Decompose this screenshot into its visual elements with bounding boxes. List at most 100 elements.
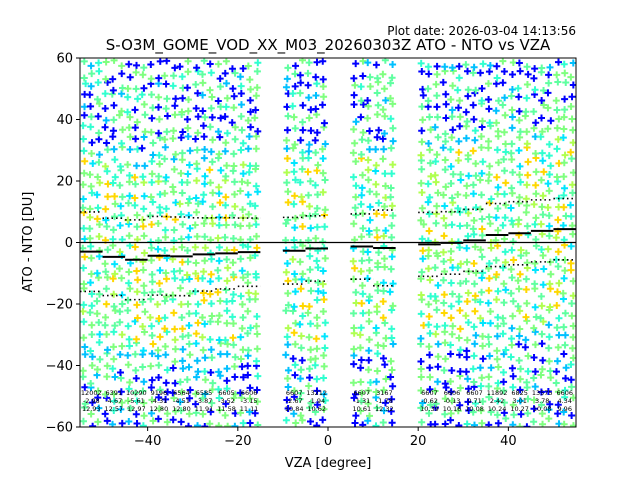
scatter-point <box>222 139 230 147</box>
scatter-point <box>134 95 142 103</box>
scatter-point <box>464 209 472 217</box>
scatter-point <box>140 205 148 213</box>
scatter-point <box>476 69 484 77</box>
scatter-point <box>484 333 492 341</box>
scatter-point <box>454 86 462 94</box>
scatter-point <box>193 373 201 381</box>
scatter-point <box>537 176 545 184</box>
scatter-point <box>192 81 200 89</box>
scatter-point <box>509 58 517 66</box>
scatter-point <box>545 71 553 79</box>
scatter-point <box>493 355 501 363</box>
scatter-point <box>321 319 329 327</box>
scatter-point <box>223 377 231 385</box>
scatter-point <box>552 234 560 242</box>
scatter-point <box>538 203 546 211</box>
scatter-point <box>553 106 561 114</box>
scatter-point <box>110 116 118 124</box>
scatter-point <box>472 269 480 277</box>
scatter-point <box>447 179 455 187</box>
scatter-point <box>417 386 425 394</box>
scatter-point <box>484 80 492 88</box>
scatter-point <box>228 313 236 321</box>
scatter-point <box>245 210 253 218</box>
scatter-point <box>441 420 449 427</box>
scatter-point <box>207 346 215 354</box>
scatter-point <box>381 58 389 64</box>
scatter-point <box>82 80 90 88</box>
scatter-point <box>184 68 192 76</box>
scatter-point <box>148 332 156 340</box>
scatter-point <box>311 361 319 369</box>
scatter-point <box>470 323 478 331</box>
scatter-point <box>283 396 291 404</box>
scatter-point <box>439 144 447 152</box>
scatter-point <box>139 298 147 306</box>
scatter-point <box>306 212 314 220</box>
scatter-point <box>307 127 315 135</box>
scatter-point <box>209 189 217 197</box>
scatter-point <box>140 412 148 420</box>
scatter-point <box>169 416 177 424</box>
scatter-point <box>237 82 245 90</box>
scatter-point <box>448 330 456 338</box>
y-tick-label: 20 <box>56 175 73 190</box>
scatter-point <box>253 244 261 252</box>
scatter-point <box>132 366 140 374</box>
scatter-point <box>80 301 88 309</box>
scatter-point <box>178 243 186 251</box>
scatter-point <box>148 409 156 417</box>
scatter-point <box>192 330 200 338</box>
scatter-point <box>96 220 104 228</box>
scatter-point <box>229 334 237 342</box>
scatter-point <box>223 385 231 393</box>
scatter-point <box>464 92 472 100</box>
scatter-point <box>509 312 517 320</box>
scatter-point <box>246 200 254 208</box>
bin-stat-label: 2.42 <box>490 397 504 405</box>
scatter-point <box>499 264 507 272</box>
scatter-point <box>207 148 215 156</box>
scatter-point <box>389 302 397 310</box>
scatter-point <box>487 408 495 416</box>
scatter-point <box>93 297 101 305</box>
scatter-point <box>109 226 117 234</box>
scatter-point <box>81 400 89 408</box>
scatter-point <box>431 293 439 301</box>
scatter-point <box>494 183 502 191</box>
scatter-point <box>311 355 319 363</box>
scatter-point <box>178 314 186 322</box>
scatter-point <box>155 279 163 287</box>
scatter-point <box>350 173 358 181</box>
scatter-point <box>523 181 531 189</box>
bin-stat-label: 11892 <box>487 389 508 397</box>
scatter-point <box>109 235 117 243</box>
scatter-point <box>350 352 358 360</box>
scatter-point <box>380 145 388 153</box>
scatter-point <box>532 242 540 250</box>
scatter-point <box>111 373 119 381</box>
scatter-point <box>284 301 292 309</box>
scatter-point <box>147 362 155 370</box>
scatter-point <box>178 189 186 197</box>
scatter-point <box>147 295 155 303</box>
bin-stat-label: 0.71 <box>467 397 481 405</box>
scatter-point <box>147 256 155 264</box>
scatter-point <box>492 214 500 222</box>
scatter-point <box>373 210 381 218</box>
scatter-point <box>567 148 575 156</box>
scatter-point <box>319 267 327 275</box>
bin-stat-label: -1.31 <box>353 397 370 405</box>
scatter-point <box>131 124 139 132</box>
scatter-point <box>479 342 487 350</box>
scatter-point <box>206 166 214 174</box>
scatter-point <box>464 86 472 94</box>
scatter-point <box>156 160 164 168</box>
scatter-point <box>508 124 516 132</box>
scatter-point <box>494 242 502 250</box>
scatter-point <box>523 81 531 89</box>
scatter-point <box>508 324 516 332</box>
scatter-point <box>516 67 524 75</box>
scatter-point <box>230 162 238 170</box>
scatter-point <box>366 412 374 420</box>
